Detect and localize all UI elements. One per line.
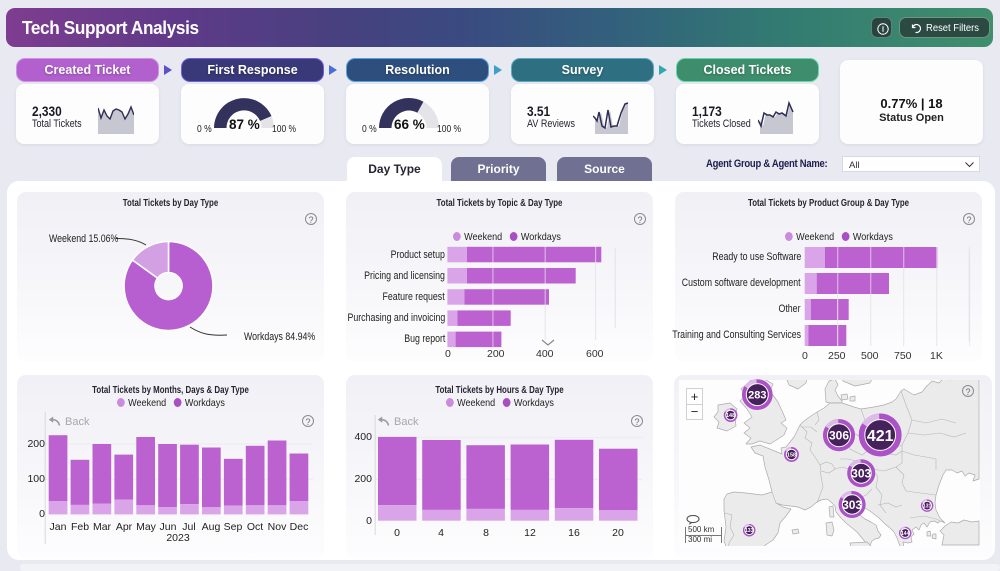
svg-text:283: 283 <box>748 390 766 402</box>
svg-text:131: 131 <box>923 503 932 509</box>
svg-text:158: 158 <box>787 453 796 459</box>
svg-text:303: 303 <box>851 467 871 481</box>
svg-text:148: 148 <box>726 413 735 419</box>
svg-text:306: 306 <box>829 429 849 443</box>
svg-text:303: 303 <box>842 498 862 512</box>
svg-text:133: 133 <box>745 528 754 534</box>
svg-text:421: 421 <box>867 428 894 445</box>
svg-text:144: 144 <box>901 531 910 537</box>
